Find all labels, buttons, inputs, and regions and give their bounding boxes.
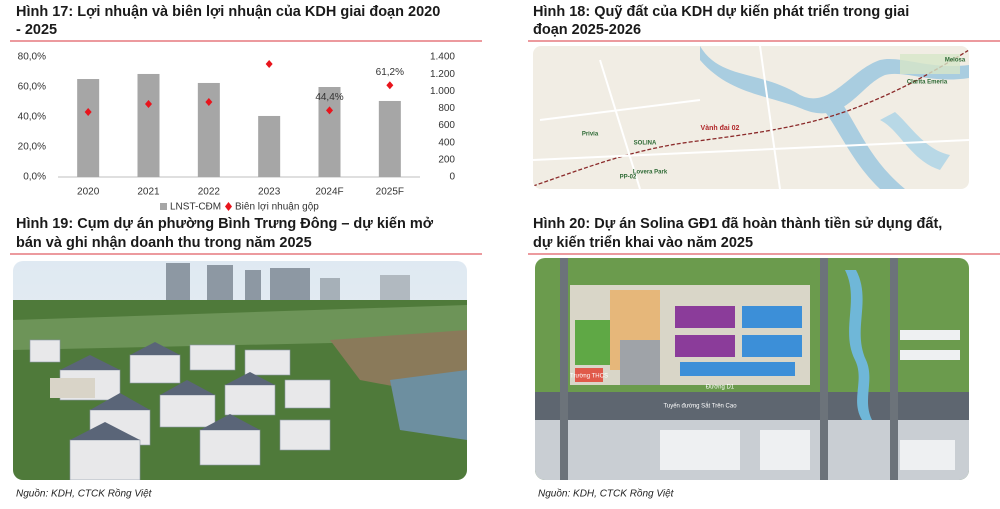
x-tick-label: 2025F xyxy=(376,187,404,198)
map-label: Melosa xyxy=(945,58,966,64)
y2-tick-label: 0 xyxy=(449,172,455,183)
y2-tick-label: 1.200 xyxy=(430,69,455,80)
bar xyxy=(318,87,341,177)
figure-title: Hình 20: Dự án Solina GĐ1 đã hoàn thành … xyxy=(533,216,942,251)
photo xyxy=(13,261,467,480)
bar xyxy=(378,100,401,177)
source-note: Nguồn: KDH, CTCK Rồng Việt xyxy=(16,488,153,500)
y2-tick-label: 400 xyxy=(438,137,455,148)
masterplan xyxy=(535,258,969,480)
figure-title: Hình 17: Lợi nhuận và biên lợi nhuận của… xyxy=(16,4,440,38)
figure-title: Hình 18: Quỹ đất của KDH dự kiến phát tr… xyxy=(533,4,909,38)
y2-tick-label: 800 xyxy=(438,103,455,114)
plan-label: Tuyến đường Sắt Trên Cao xyxy=(663,403,737,410)
y2-tick-label: 600 xyxy=(438,120,455,131)
x-tick-label: 2020 xyxy=(77,187,100,198)
marker xyxy=(386,81,394,90)
map-label: SOLINA xyxy=(634,141,657,147)
bar xyxy=(137,73,160,177)
legend-swatch xyxy=(160,203,167,210)
map xyxy=(533,46,969,189)
marker xyxy=(145,99,152,108)
map-label: PP-02 xyxy=(620,175,637,181)
source-note: Nguồn: KDH, CTCK Rồng Việt xyxy=(538,488,675,500)
legend-swatch xyxy=(225,202,232,211)
y2-tick-label: 1.000 xyxy=(430,86,455,97)
map-label: Vành đai 02 xyxy=(701,125,740,132)
x-tick-label: 2022 xyxy=(198,187,221,198)
y2-tick-label: 1.400 xyxy=(430,52,455,63)
marker xyxy=(326,106,333,115)
legend-label: LNST-CĐM xyxy=(170,202,221,213)
data-label: 44,4% xyxy=(315,92,343,103)
figure-title: Hình 19: Cụm dự án phường Bình Trưng Đôn… xyxy=(16,216,434,251)
bar xyxy=(258,115,281,177)
marker xyxy=(265,60,273,69)
y-tick-label: 0,0% xyxy=(23,172,46,183)
y-tick-label: 80,0% xyxy=(18,52,46,63)
bar xyxy=(77,79,100,177)
y2-tick-label: 200 xyxy=(438,154,455,165)
y-tick-label: 20,0% xyxy=(18,142,46,153)
marker xyxy=(84,108,92,117)
data-label: 61,2% xyxy=(376,67,404,78)
marker xyxy=(205,98,213,106)
x-tick-label: 2024F xyxy=(315,187,343,198)
x-tick-label: 2021 xyxy=(137,187,160,198)
map-label: Privia xyxy=(582,132,599,138)
y-tick-label: 60,0% xyxy=(18,82,46,93)
map-label: Lovera Park xyxy=(633,170,668,176)
x-tick-label: 2023 xyxy=(258,187,281,198)
bar xyxy=(197,82,220,177)
y-tick-label: 40,0% xyxy=(18,112,46,123)
legend-label: Biên lợi nhuận gộp xyxy=(235,202,319,213)
map-label: Clarita Emeria xyxy=(907,80,948,86)
plan-label: Đường D1 xyxy=(706,385,735,391)
plan-label: Trường THCS xyxy=(570,374,608,380)
